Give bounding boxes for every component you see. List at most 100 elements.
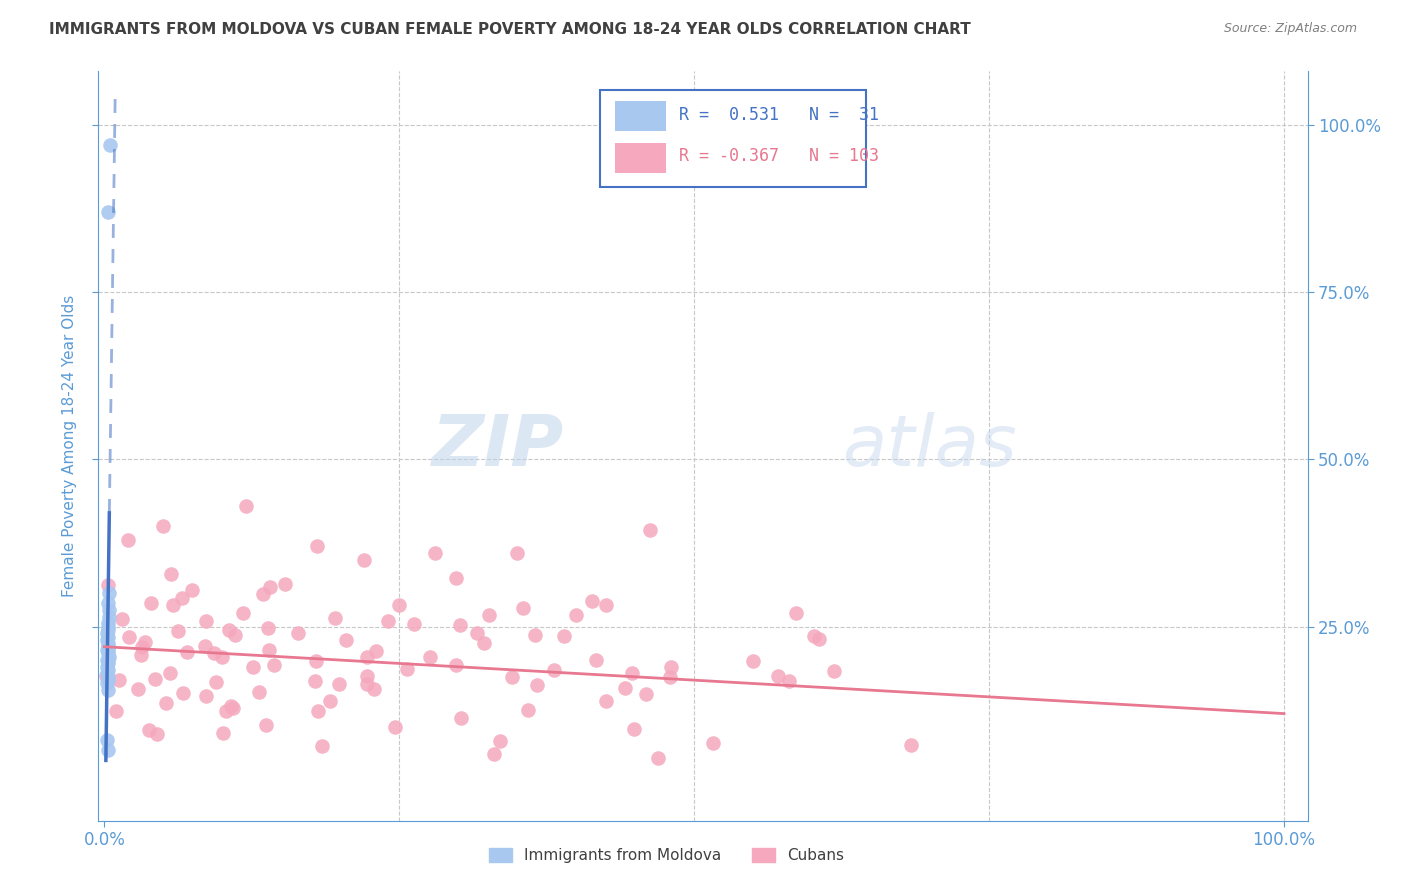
Point xyxy=(356,676,378,690)
Point xyxy=(247,685,270,699)
Point xyxy=(143,672,166,686)
Point xyxy=(97,643,120,657)
Point xyxy=(202,646,225,660)
Point xyxy=(141,596,163,610)
Point xyxy=(97,578,120,592)
Point xyxy=(96,733,118,747)
Point xyxy=(134,635,156,649)
Point xyxy=(478,608,501,623)
Point xyxy=(97,636,120,650)
FancyBboxPatch shape xyxy=(600,90,866,187)
Point xyxy=(96,660,118,674)
Point xyxy=(219,699,242,714)
Point xyxy=(356,650,378,665)
Point xyxy=(97,673,120,688)
Point xyxy=(647,751,669,765)
Point xyxy=(97,640,120,654)
Point xyxy=(472,635,495,649)
Point xyxy=(659,660,682,674)
Point xyxy=(97,623,120,637)
Point xyxy=(595,599,617,613)
Text: Source: ZipAtlas.com: Source: ZipAtlas.com xyxy=(1223,22,1357,36)
Point xyxy=(97,670,120,684)
Point xyxy=(97,653,120,667)
Point xyxy=(366,644,388,658)
Point xyxy=(450,711,472,725)
Point xyxy=(741,654,763,668)
Point xyxy=(614,681,637,696)
Point xyxy=(259,580,281,594)
Text: R = -0.367   N = 103: R = -0.367 N = 103 xyxy=(679,147,879,165)
Point xyxy=(97,616,120,631)
Point xyxy=(489,734,512,748)
Point xyxy=(180,583,202,598)
Point xyxy=(808,632,831,647)
Point xyxy=(97,640,120,654)
Text: atlas: atlas xyxy=(842,411,1017,481)
Point xyxy=(524,628,547,642)
Point xyxy=(97,596,120,610)
Point xyxy=(96,653,118,667)
Point xyxy=(638,523,661,537)
Point xyxy=(96,676,118,690)
Point xyxy=(131,640,153,654)
Point xyxy=(96,666,118,681)
Bar xyxy=(614,143,665,172)
Point xyxy=(160,567,183,582)
Legend: Immigrants from Moldova, Cubans: Immigrants from Moldova, Cubans xyxy=(484,842,851,869)
Point xyxy=(195,614,218,628)
Point xyxy=(98,138,121,153)
Point xyxy=(553,629,575,643)
Point xyxy=(526,678,548,692)
Point xyxy=(94,668,117,682)
Point xyxy=(319,694,342,708)
Point xyxy=(328,676,350,690)
Point xyxy=(152,519,174,533)
Point xyxy=(97,620,120,634)
Point xyxy=(98,649,121,664)
Point xyxy=(465,626,488,640)
Point xyxy=(98,603,121,617)
Point xyxy=(211,650,233,665)
Point xyxy=(517,703,540,717)
Point xyxy=(388,598,411,612)
Point xyxy=(323,610,346,624)
Point xyxy=(444,572,467,586)
Point xyxy=(167,624,190,638)
Point xyxy=(98,609,121,624)
Point xyxy=(636,687,658,701)
Point xyxy=(232,606,254,620)
Point xyxy=(108,673,131,688)
Point xyxy=(506,546,529,560)
Y-axis label: Female Poverty Among 18-24 Year Olds: Female Poverty Among 18-24 Year Olds xyxy=(62,295,77,597)
Point xyxy=(620,666,643,681)
Point xyxy=(768,669,790,683)
Point xyxy=(118,631,141,645)
Text: IMMIGRANTS FROM MOLDOVA VS CUBAN FEMALE POVERTY AMONG 18-24 YEAR OLDS CORRELATIO: IMMIGRANTS FROM MOLDOVA VS CUBAN FEMALE … xyxy=(49,22,972,37)
Point xyxy=(96,633,118,648)
Point xyxy=(585,653,607,667)
Point xyxy=(274,577,297,591)
Point xyxy=(224,628,246,642)
Point xyxy=(222,700,245,714)
Point xyxy=(172,591,194,606)
Point xyxy=(449,617,471,632)
Point xyxy=(131,648,153,662)
Point xyxy=(335,632,357,647)
Point xyxy=(287,626,309,640)
Point xyxy=(155,696,177,710)
Point xyxy=(96,643,118,657)
Point xyxy=(257,643,280,657)
Point xyxy=(356,669,378,683)
Point xyxy=(194,639,217,653)
Point xyxy=(363,682,385,697)
Point xyxy=(211,725,233,739)
Point xyxy=(256,621,278,635)
Point xyxy=(111,612,134,626)
Point xyxy=(97,683,120,698)
Point xyxy=(512,600,534,615)
Point xyxy=(218,624,240,638)
Point xyxy=(659,670,682,684)
Point xyxy=(117,533,139,547)
Point xyxy=(159,666,181,681)
